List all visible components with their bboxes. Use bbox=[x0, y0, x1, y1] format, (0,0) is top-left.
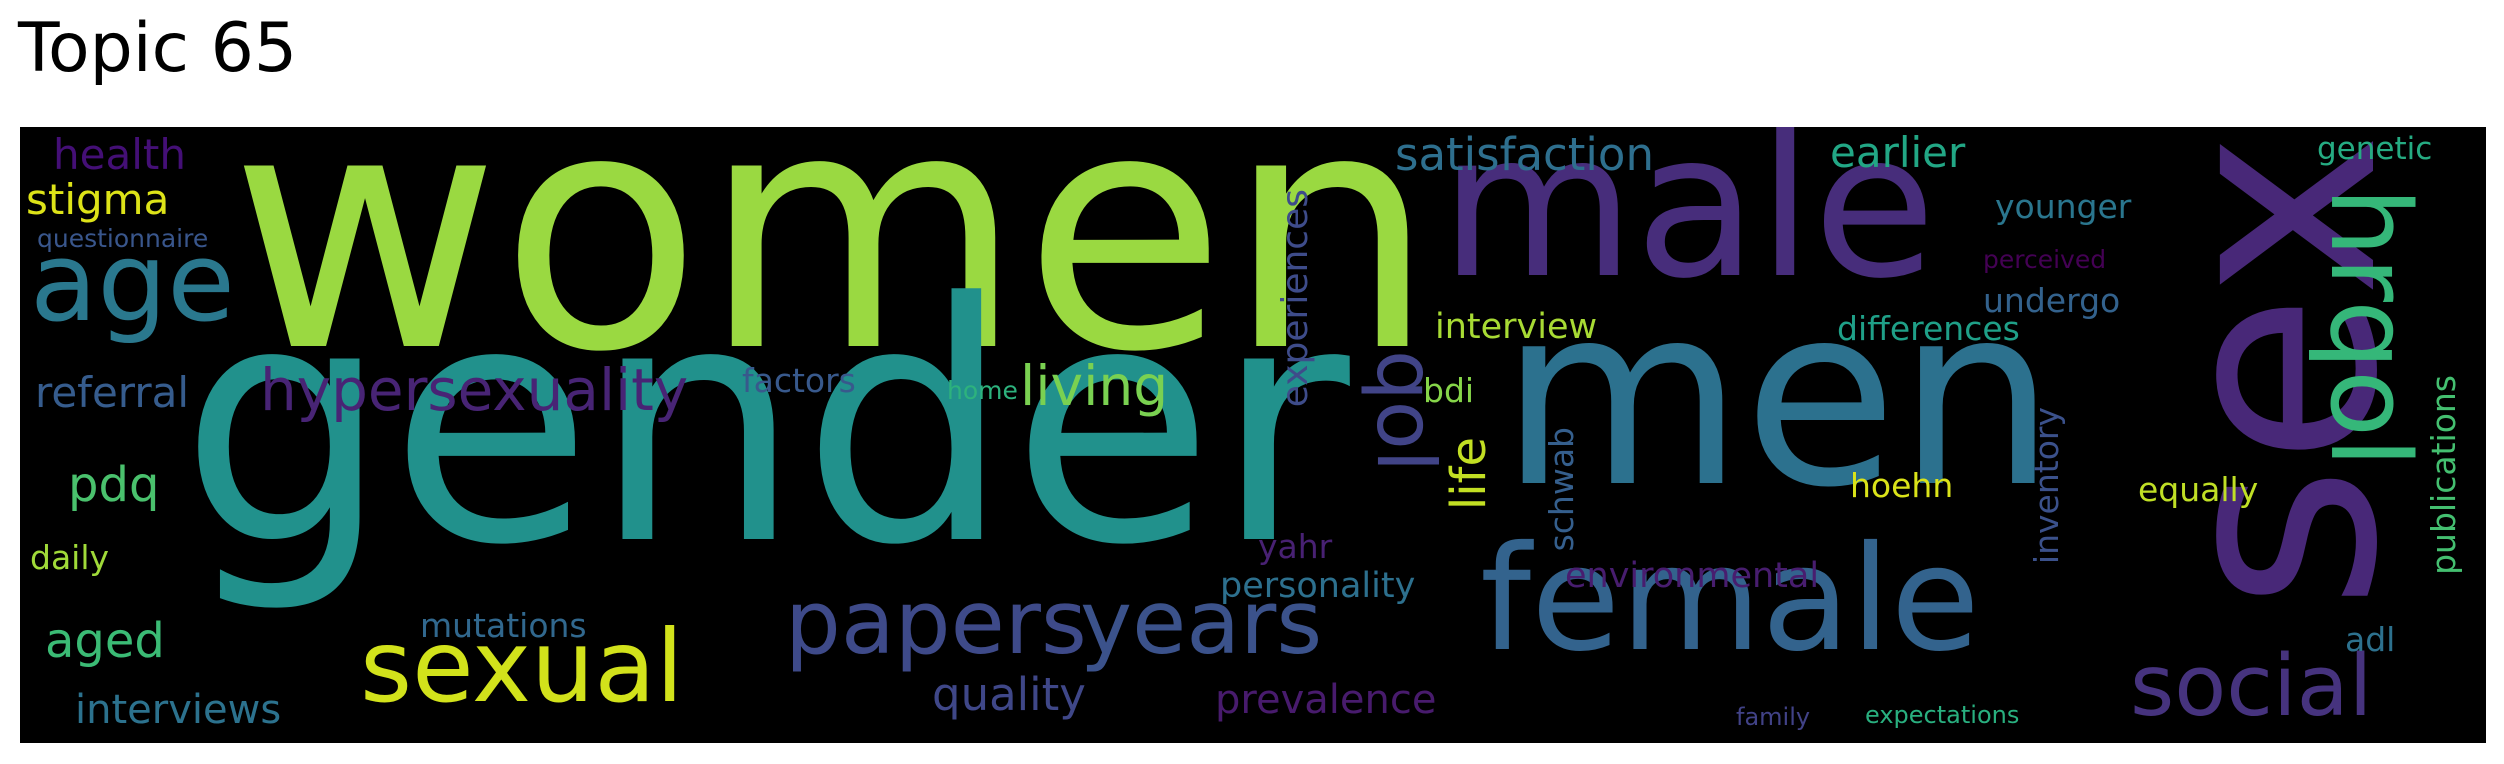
word-qol: qol bbox=[1359, 350, 1452, 472]
word-social: social bbox=[2130, 637, 2373, 736]
word-personality: personality bbox=[1220, 566, 1416, 606]
word-younger: younger bbox=[1995, 187, 2132, 226]
word-mutations: mutations bbox=[420, 606, 587, 645]
word-home: home bbox=[947, 376, 1018, 405]
word-equally: equally bbox=[2138, 470, 2259, 509]
word-health: health bbox=[53, 130, 186, 179]
word-undergo: undergo bbox=[1983, 281, 2121, 320]
word-living: living bbox=[1020, 354, 1169, 418]
word-gender: gender bbox=[180, 233, 1350, 617]
word-aged: aged bbox=[45, 613, 165, 669]
word-hoehn: hoehn bbox=[1850, 466, 1954, 505]
word-men: men bbox=[1500, 251, 2056, 542]
word-publications: publications bbox=[2424, 375, 2463, 575]
word-genetic: genetic bbox=[2317, 131, 2433, 167]
word-papers: papers bbox=[785, 571, 1087, 674]
word-sexual: sexual bbox=[360, 608, 684, 725]
word-environmental: environmental bbox=[1565, 556, 1820, 596]
word-earlier: earlier bbox=[1830, 128, 1966, 177]
page-title: Topic 65 bbox=[18, 9, 298, 88]
word-male: male bbox=[1440, 127, 1936, 323]
word-inventory: inventory bbox=[2027, 407, 2066, 565]
word-hypersexuality: hypersexuality bbox=[260, 356, 689, 424]
word-daily: daily bbox=[30, 538, 110, 577]
word-interview: interview bbox=[1435, 307, 1598, 347]
word-prevalence: prevalence bbox=[1215, 677, 1437, 723]
word-satisfaction: satisfaction bbox=[1395, 128, 1654, 181]
word-cloud: women gender men sex male female age hrqol paper… bbox=[20, 127, 2486, 743]
word-bdi: bdi bbox=[1423, 371, 1475, 410]
word-women: women bbox=[230, 127, 1436, 424]
word-pdq: pdq bbox=[68, 457, 160, 513]
word-perceived: perceived bbox=[1983, 245, 2107, 274]
word-years: years bbox=[1080, 571, 1323, 674]
word-adl: adl bbox=[2345, 620, 2396, 659]
word-differences: differences bbox=[1837, 309, 2020, 348]
word-life: life bbox=[1441, 437, 1497, 511]
word-factors: factors bbox=[742, 361, 856, 400]
word-family: family bbox=[1736, 703, 1811, 731]
word-stigma: stigma bbox=[26, 175, 170, 224]
word-quality: quality bbox=[932, 668, 1086, 721]
word-experiences: experiences bbox=[1275, 189, 1316, 408]
word-hrqol: hrqol bbox=[2306, 187, 2434, 468]
word-referral: referral bbox=[35, 368, 190, 417]
word-questionnaire: questionnaire bbox=[37, 224, 209, 253]
word-yahr: yahr bbox=[1258, 527, 1333, 566]
word-schwab: schwab bbox=[1542, 427, 1581, 552]
word-interviews: interviews bbox=[75, 687, 282, 733]
word-female: female bbox=[1480, 515, 1980, 684]
word-age: age bbox=[30, 218, 235, 346]
word-expectations: expectations bbox=[1865, 701, 2020, 729]
